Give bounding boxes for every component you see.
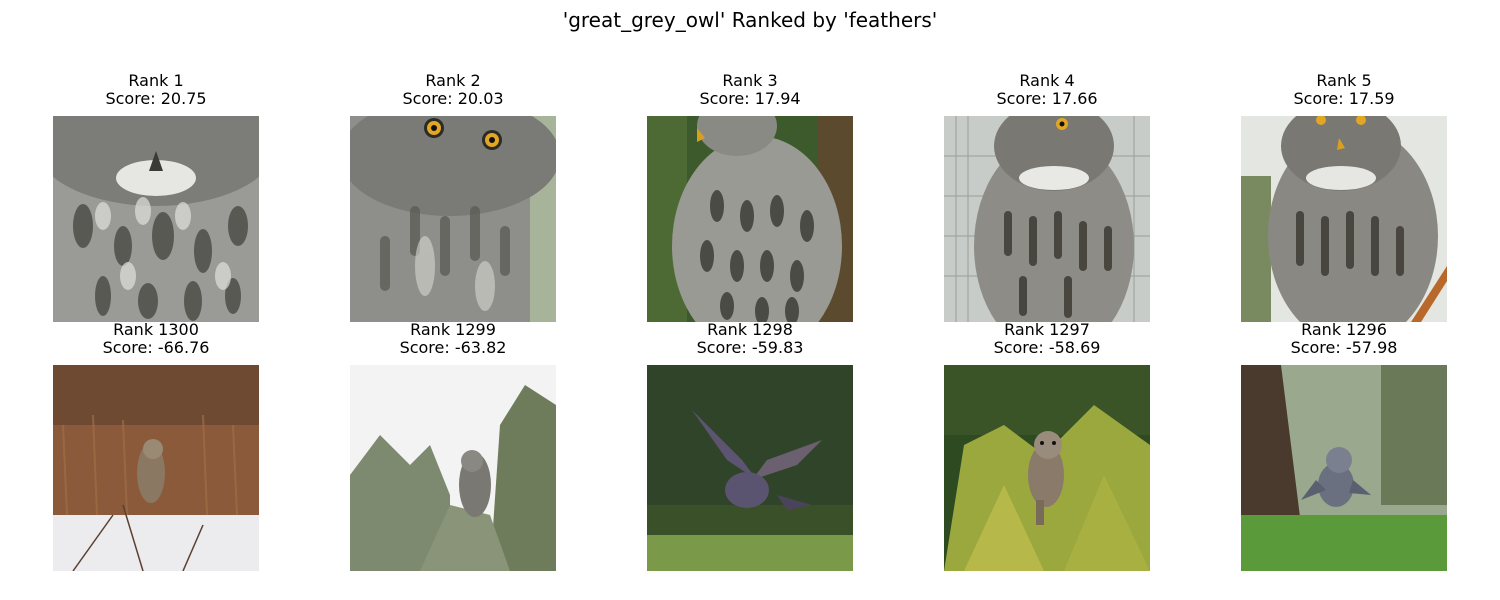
owl-in-spruce-image (944, 365, 1150, 571)
score-label: Score: -57.98 (1290, 338, 1398, 357)
owl-in-pine-tree-image (350, 365, 556, 571)
owl-on-branch-image (1241, 116, 1447, 322)
owl-chest-image (647, 116, 853, 322)
owl-feathers-closeup-image (53, 116, 259, 322)
rank-label: Rank 3 (722, 71, 778, 90)
rank-label: Rank 5 (1316, 71, 1372, 90)
panel-top-2: Rank 2 Score: 20.03 (350, 72, 556, 322)
score-label: Score: 17.94 (699, 89, 801, 108)
panel-top-1: Rank 1 Score: 20.75 (53, 72, 259, 322)
rank-label: Rank 1296 (1301, 320, 1387, 339)
panel-title: Rank 3 Score: 17.94 (607, 72, 893, 108)
rank-label: Rank 1299 (410, 320, 496, 339)
panel-title: Rank 1299 Score: -63.82 (310, 321, 596, 357)
rank-label: Rank 1298 (707, 320, 793, 339)
score-label: Score: 20.75 (105, 89, 207, 108)
score-label: Score: 17.59 (1293, 89, 1395, 108)
panel-title: Rank 1 Score: 20.75 (13, 72, 299, 108)
panel-top-3: Rank 3 Score: 17.94 (647, 72, 853, 322)
panel-bottom-4: Rank 1297 Score: -58.69 (944, 321, 1150, 571)
panel-title: Rank 1300 Score: -66.76 (13, 321, 299, 357)
panel-bottom-3: Rank 1298 Score: -59.83 (647, 321, 853, 571)
figure-title: 'great_grey_owl' Ranked by 'feathers' (562, 8, 938, 32)
owl-in-flight-image (647, 365, 853, 571)
score-label: Score: -58.69 (993, 338, 1101, 357)
panel-title: Rank 2 Score: 20.03 (310, 72, 596, 108)
panel-title: Rank 4 Score: 17.66 (904, 72, 1190, 108)
score-label: Score: -59.83 (696, 338, 804, 357)
rank-label: Rank 1 (128, 71, 184, 90)
panel-title: Rank 1297 Score: -58.69 (904, 321, 1190, 357)
panel-title: Rank 5 Score: 17.59 (1201, 72, 1487, 108)
panel-bottom-5: Rank 1296 Score: -57.98 (1241, 321, 1447, 571)
panel-bottom-2: Rank 1299 Score: -63.82 (350, 321, 556, 571)
panel-title: Rank 1298 Score: -59.83 (607, 321, 893, 357)
rank-label: Rank 2 (425, 71, 481, 90)
score-label: Score: -66.76 (102, 338, 210, 357)
panel-title: Rank 1296 Score: -57.98 (1201, 321, 1487, 357)
owl-behind-fence-image (944, 116, 1150, 322)
score-label: Score: -63.82 (399, 338, 507, 357)
owlet-on-ground-image (1241, 365, 1447, 571)
score-label: Score: 17.66 (996, 89, 1098, 108)
rank-label: Rank 1297 (1004, 320, 1090, 339)
score-label: Score: 20.03 (402, 89, 504, 108)
rank-label: Rank 4 (1019, 71, 1075, 90)
panel-top-4: Rank 4 Score: 17.66 (944, 72, 1150, 322)
panel-top-5: Rank 5 Score: 17.59 (1241, 72, 1447, 322)
panel-bottom-1: Rank 1300 Score: -66.76 (53, 321, 259, 571)
owl-in-dry-grass-image (53, 365, 259, 571)
rank-label: Rank 1300 (113, 320, 199, 339)
owl-face-closeup-image (350, 116, 556, 322)
